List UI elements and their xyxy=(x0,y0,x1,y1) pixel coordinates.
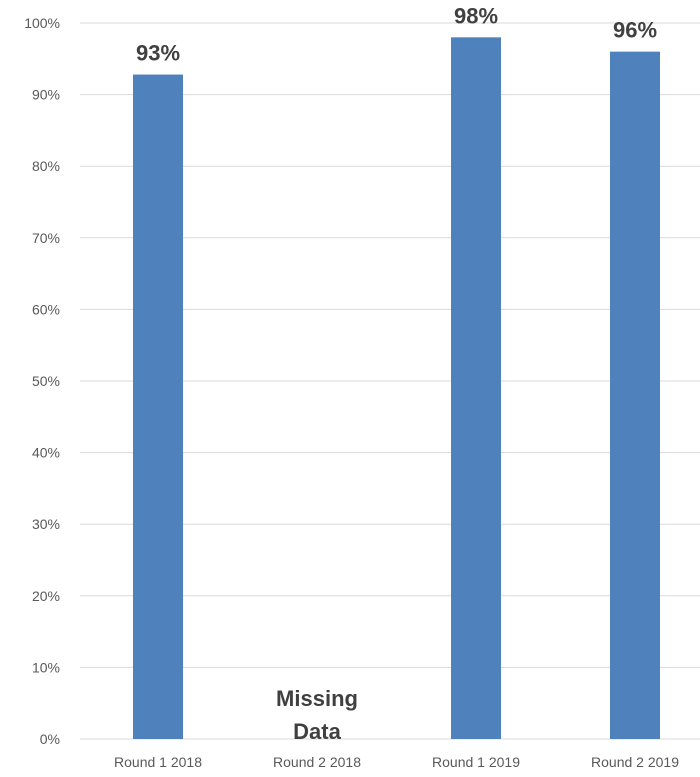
data-label-1: 93% xyxy=(136,41,180,66)
y-axis-tick-labels: 0% 10% 20% 30% 40% 50% 60% 70% 80% 90% 100% xyxy=(24,15,60,747)
y-tick-label-100: 100% xyxy=(24,15,60,31)
annotation-1-line-1: Missing xyxy=(276,686,358,711)
annotations: Missing Data xyxy=(276,686,358,744)
category-label-1: Round 1 2018 xyxy=(114,754,202,770)
y-tick-label-0: 0% xyxy=(40,731,60,747)
data-label-4: 96% xyxy=(613,18,657,43)
y-tick-label-50: 50% xyxy=(32,373,60,389)
y-tick-label-60: 60% xyxy=(32,301,60,317)
y-tick-label-20: 20% xyxy=(32,588,60,604)
category-label-4: Round 2 2019 xyxy=(591,754,679,770)
y-tick-label-40: 40% xyxy=(32,445,60,461)
bar-4 xyxy=(610,51,660,739)
y-tick-label-90: 90% xyxy=(32,87,60,103)
x-axis-category-labels: Round 1 2018 Round 2 2018 Round 1 2019 Roun… xyxy=(114,754,679,770)
data-label-3: 98% xyxy=(454,3,498,28)
bar-3 xyxy=(451,37,501,739)
y-tick-label-10: 10% xyxy=(32,659,60,675)
bar-1 xyxy=(133,74,183,739)
y-tick-label-70: 70% xyxy=(32,230,60,246)
y-tick-label-80: 80% xyxy=(32,158,60,174)
category-label-3: Round 1 2019 xyxy=(432,754,520,770)
gridlines xyxy=(80,22,700,740)
bars xyxy=(133,37,660,739)
category-label-2: Round 2 2018 xyxy=(273,754,361,770)
data-labels: 93% 98% 96% xyxy=(136,3,657,65)
annotation-1-line-2: Data xyxy=(293,719,341,744)
y-tick-label-30: 30% xyxy=(32,516,60,532)
